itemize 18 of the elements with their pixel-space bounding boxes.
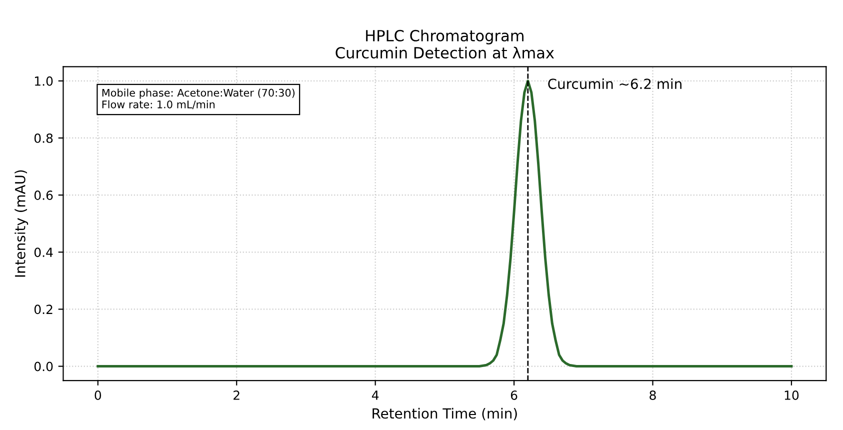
x-tick-label: 10 [784, 390, 799, 400]
line-series [96, 80, 793, 368]
x-tick-label: 2 [234, 390, 240, 400]
y-tick-label: 0.4 [34, 248, 53, 258]
x-tick-label: 4 [372, 390, 379, 400]
annotation: Mobile phase: Acetone:Water (70:30) Flow rate: 1.0 mL/min [102, 88, 295, 110]
annotation: Curcumin ~6.2 min [548, 78, 682, 90]
y-tick-label: 1.0 [34, 76, 53, 86]
y-axis-title: Intensity (mAU) [14, 170, 28, 277]
x-axis-title: Retention Time (min) [372, 408, 517, 420]
x-tick-label: 6 [510, 390, 518, 400]
y-tick-label: 0.8 [34, 133, 53, 143]
y-tick-label: 0.6 [34, 190, 53, 200]
x-tick-label: 8 [650, 390, 656, 400]
y-tick-label: 0.2 [34, 304, 52, 314]
chart-title: HPLC Chromatogram Curcumin Detection at λmax [336, 30, 554, 59]
y-tick-label: 0.0 [34, 362, 53, 372]
x-tick-label: 0 [94, 390, 102, 400]
